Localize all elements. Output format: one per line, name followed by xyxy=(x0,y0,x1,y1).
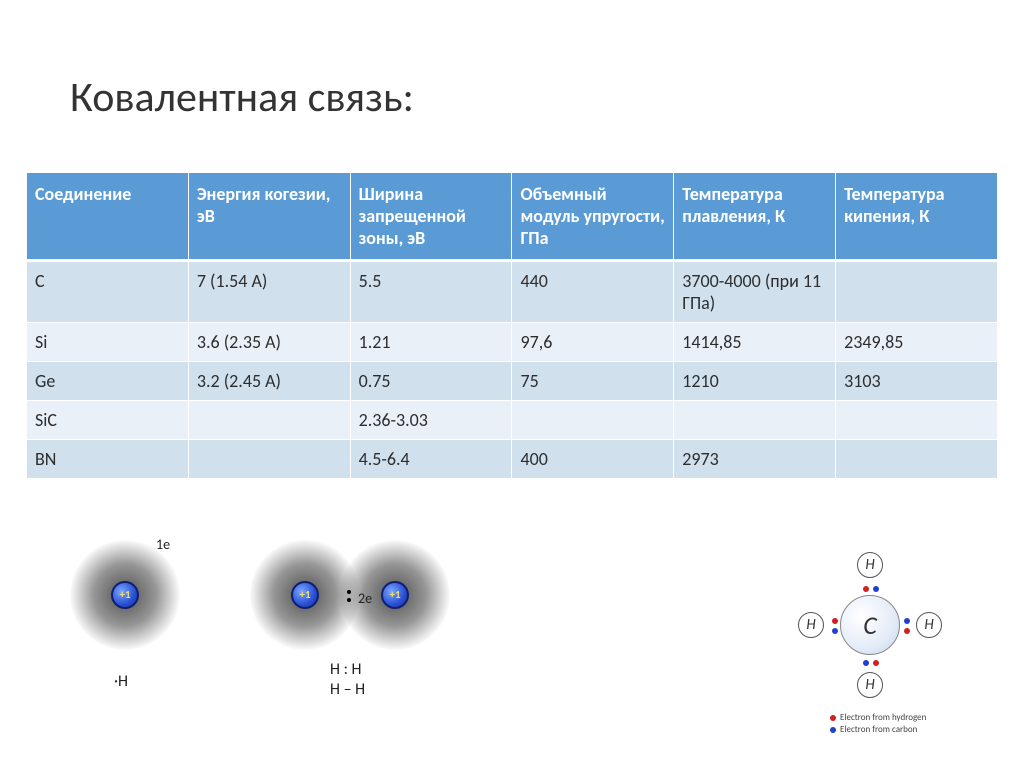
nucleus: +1 xyxy=(111,581,139,609)
electron-cloud: +1 xyxy=(70,540,180,650)
table-cell: 2349,85 xyxy=(836,323,998,362)
hydrogen-atom: H xyxy=(857,552,883,578)
electron-dot xyxy=(863,660,869,666)
legend-hydrogen-electron: Electron from hydrogen xyxy=(830,712,926,723)
table-cell: BN xyxy=(27,440,189,479)
table-cell: 97,6 xyxy=(512,323,674,362)
table-cell: 1.21 xyxy=(350,323,512,362)
electron-dot xyxy=(904,618,910,624)
table-cell: 440 xyxy=(512,261,674,323)
methane-diagram: C H H H H Electron from hydrogen Electro… xyxy=(780,540,960,740)
electron-dot xyxy=(873,586,879,592)
table-cell xyxy=(188,440,350,479)
molecule-caption: H : H xyxy=(330,660,361,679)
table-cell: SiC xyxy=(27,401,189,440)
table-cell: 2.36-3.03 xyxy=(350,401,512,440)
electron-dot xyxy=(832,618,838,624)
col-header: Ширина запрещенной зоны, эВ xyxy=(350,173,512,261)
nucleus: +1 xyxy=(291,581,319,609)
table-row: Ge3.2 (2.45 A)0.757512103103 xyxy=(27,362,998,401)
electron-dot xyxy=(873,660,879,666)
electron-count-label: 2e xyxy=(358,590,372,607)
table-row: C7 (1.54 А)5.54403700-4000 (при 11 ГПа) xyxy=(27,261,998,323)
shared-electron-dot xyxy=(347,598,351,602)
table-cell: 3.2 (2.45 A) xyxy=(188,362,350,401)
legend-swatch xyxy=(830,727,836,733)
diagrams-area: 1e +1 ·H +1 +1 2e H : H H – H C H H H H xyxy=(60,540,980,740)
col-header: Соединение xyxy=(27,173,189,261)
table-cell: C xyxy=(27,261,189,323)
molecule-caption: H – H xyxy=(330,680,365,699)
col-header: Температура кипения, К xyxy=(836,173,998,261)
electron-dot xyxy=(832,628,838,634)
covalent-bond-table: Соединение Энергия когезии, эВ Ширина за… xyxy=(26,172,998,479)
legend-label: Electron from hydrogen xyxy=(840,712,926,723)
table-cell xyxy=(836,440,998,479)
table-cell: 75 xyxy=(512,362,674,401)
table-cell: 2973 xyxy=(674,440,836,479)
hydrogen-atom: H xyxy=(916,612,942,638)
table-cell: 400 xyxy=(512,440,674,479)
table-cell xyxy=(836,261,998,323)
table-row: BN 4.5-6.44002973 xyxy=(27,440,998,479)
col-header: Энергия когезии, эВ xyxy=(188,173,350,261)
shared-electron-dot xyxy=(347,590,351,594)
table-cell xyxy=(836,401,998,440)
table-cell: 4.5-6.4 xyxy=(350,440,512,479)
table-cell xyxy=(674,401,836,440)
table-cell xyxy=(512,401,674,440)
table-cell: 1210 xyxy=(674,362,836,401)
table-cell: 3103 xyxy=(836,362,998,401)
electron-cloud: +1 xyxy=(340,540,450,650)
table-row: SiC 2.36-3.03 xyxy=(27,401,998,440)
nucleus: +1 xyxy=(381,581,409,609)
table-cell: Si xyxy=(27,323,189,362)
hydrogen-atom-diagram: 1e +1 ·H xyxy=(70,540,180,655)
table-cell: 1414,85 xyxy=(674,323,836,362)
table-cell: 3700-4000 (при 11 ГПа) xyxy=(674,261,836,323)
table-cell: 7 (1.54 А) xyxy=(188,261,350,323)
carbon-atom: C xyxy=(840,595,900,655)
table-cell: 5.5 xyxy=(350,261,512,323)
table-cell xyxy=(188,401,350,440)
hydrogen-atom: H xyxy=(798,612,824,638)
legend-carbon-electron: Electron from carbon xyxy=(830,724,917,735)
col-header: Объемный модуль упругости, ГПа xyxy=(512,173,674,261)
hydrogen-molecule-diagram: +1 +1 2e H : H H – H xyxy=(250,540,450,655)
atom-caption: ·H xyxy=(114,672,128,691)
table-cell: 0.75 xyxy=(350,362,512,401)
table-header-row: Соединение Энергия когезии, эВ Ширина за… xyxy=(27,173,998,261)
page-title: Ковалентная связь: xyxy=(70,72,414,123)
electron-dot xyxy=(904,628,910,634)
table-row: Si3.6 (2.35 A)1.2197,61414,852349,85 xyxy=(27,323,998,362)
table-cell: Ge xyxy=(27,362,189,401)
legend-swatch xyxy=(830,715,836,721)
table-cell: 3.6 (2.35 A) xyxy=(188,323,350,362)
hydrogen-atom: H xyxy=(857,672,883,698)
legend-label: Electron from carbon xyxy=(840,724,917,735)
electron-dot xyxy=(863,586,869,592)
col-header: Температура плавления, К xyxy=(674,173,836,261)
